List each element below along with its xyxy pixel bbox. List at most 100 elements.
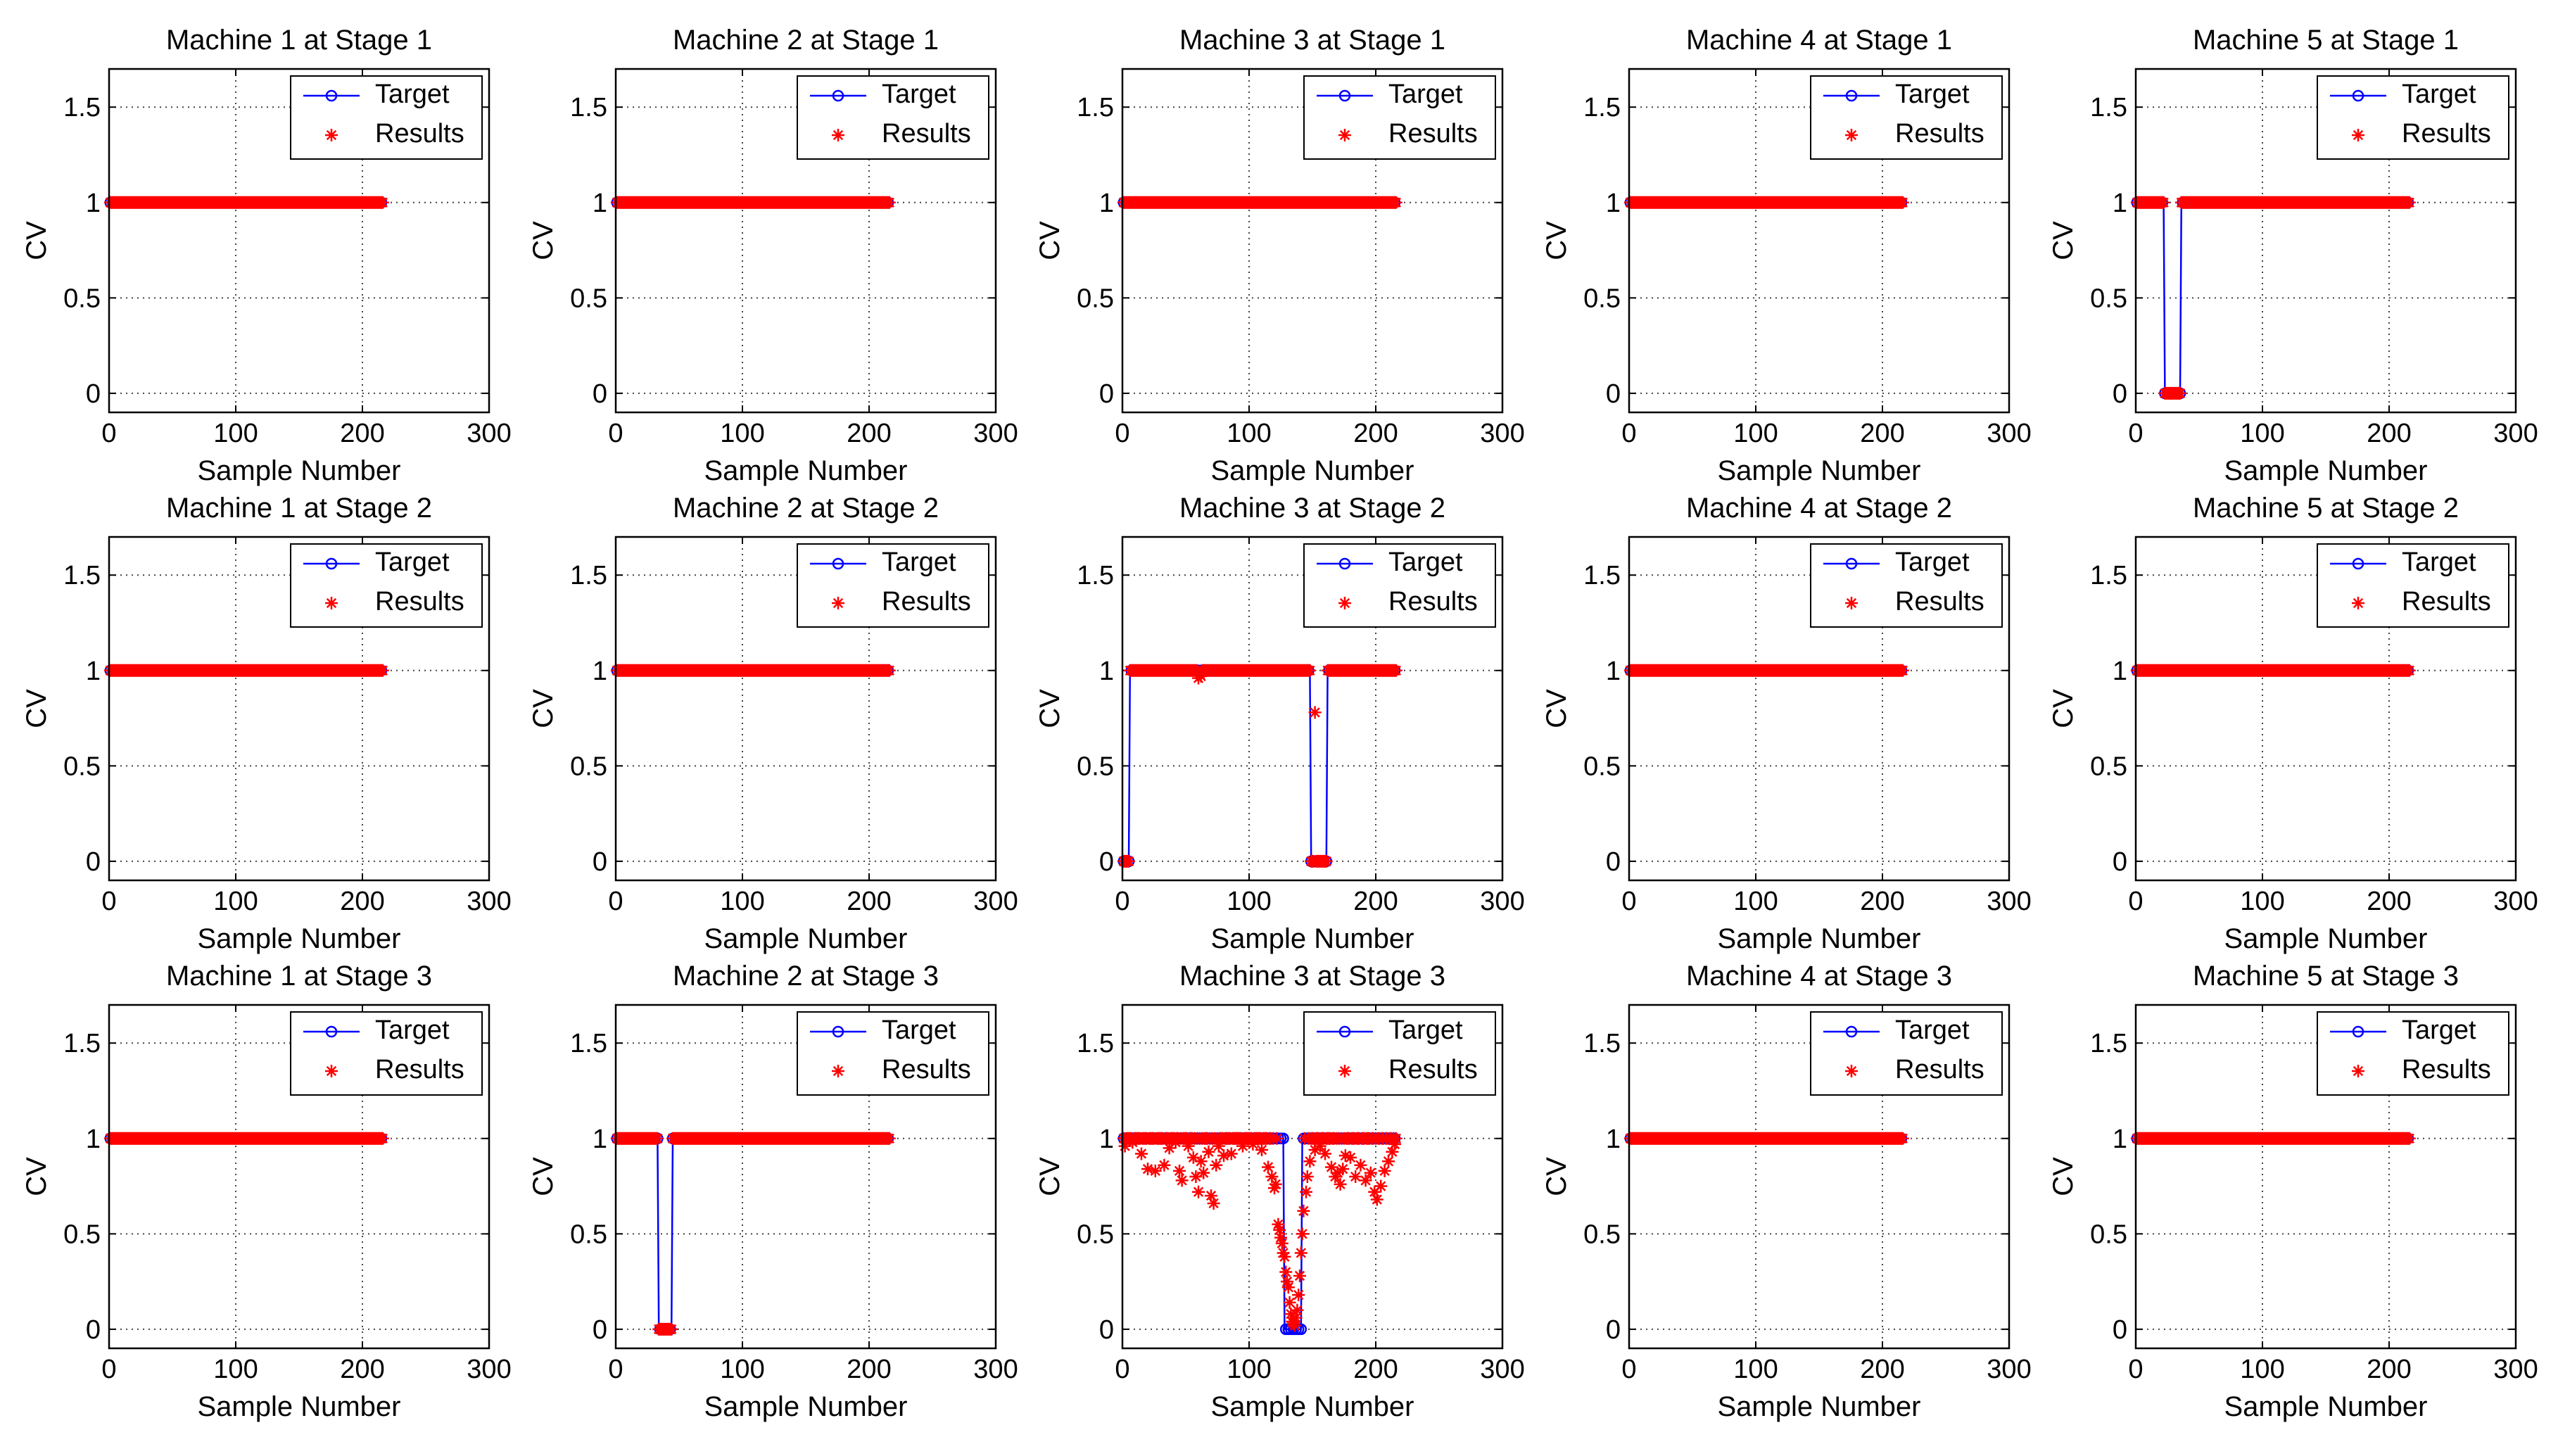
y-tick-label: 0.5 [570,752,607,781]
y-tick-label: 0.5 [63,284,101,313]
x-tick-label: 200 [1353,887,1398,916]
x-axis-label: Sample Number [197,1391,400,1422]
result-point [1281,1281,1295,1294]
result-point [1182,1139,1195,1153]
x-tick-label: 100 [213,419,258,448]
result-point [1194,1155,1208,1168]
x-tick-label: 100 [1227,887,1271,916]
legend-target-label: Target [882,1015,956,1045]
axes-box [1121,1004,1504,1350]
legend-results-marker [832,129,844,141]
x-tick-label: 100 [2240,419,2284,448]
result-point [1265,1170,1279,1183]
x-tick-label: 0 [101,419,116,448]
legend-box [2317,75,2509,160]
legend-results-marker [325,1065,338,1077]
results-markers [1117,664,1403,868]
result-point [1300,1170,1314,1183]
y-tick-label: 1 [2113,657,2127,686]
legend-results-marker [2352,597,2364,609]
results-markers [1623,1132,1909,1145]
x-tick-label: 0 [2128,887,2143,916]
axes-box [108,536,490,882]
x-tick-label: 100 [1733,1355,1778,1384]
result-point [1210,1158,1223,1172]
legend-target-label: Target [2402,80,2476,109]
x-tick-label: 200 [847,419,891,448]
result-point [1896,664,1909,677]
result-point [1163,1141,1176,1155]
results-markers [610,196,896,209]
result-point [1308,1144,1322,1157]
result-point [1293,1269,1306,1282]
result-point [1141,1163,1154,1176]
y-tick-label: 1.5 [2090,93,2127,122]
subplot-title: Machine 5 at Stage 1 [2193,25,2459,56]
y-tick-label: 0 [1099,1315,1114,1345]
legend-box [290,75,483,160]
subplot-title: Machine 4 at Stage 1 [1686,25,1952,56]
axes-box [1121,68,1504,414]
result-point [1186,1151,1200,1164]
x-axis-label: Sample Number [2224,455,2427,486]
legend-target-marker [325,89,338,102]
legend-box [1303,543,1496,628]
y-tick-label: 0.5 [570,284,607,313]
result-point [1896,196,1909,209]
result-point [1173,1164,1186,1177]
result-point [1272,1217,1285,1231]
result-point [1349,1170,1362,1183]
y-tick-label: 1.5 [1077,93,1114,122]
y-tick-label: 0.5 [63,1220,101,1249]
result-point [1284,1308,1298,1321]
result-point [1382,1155,1395,1168]
legend-target-marker [2352,557,2364,570]
result-point [1378,1164,1391,1177]
x-axis-label: Sample Number [704,455,907,486]
legend-box [797,75,989,160]
x-tick-label: 0 [2128,419,2143,448]
result-point [1374,1179,1388,1193]
result-point [1175,1174,1189,1187]
results-markers [610,1132,896,1336]
axes-box [614,1004,997,1350]
y-tick-label: 1 [2113,189,2127,218]
results-markers [1623,196,1909,209]
x-tick-label: 300 [1480,419,1524,448]
result-point [1300,1185,1312,1198]
result-point [1291,1303,1304,1317]
y-tick-label: 1 [1606,1125,1621,1154]
result-point [1118,1139,1132,1153]
result-point [651,1132,664,1145]
y-tick-label: 1 [593,189,607,218]
y-tick-label: 1.5 [570,1029,607,1058]
x-tick-label: 0 [1621,1355,1636,1384]
result-point [1368,1185,1381,1198]
legend-box [1810,75,2003,160]
x-tick-label: 300 [1987,419,2031,448]
x-tick-label: 200 [2367,887,2411,916]
result-point [1278,1250,1291,1263]
y-tick-label: 1 [1606,657,1621,686]
result-point [1389,196,1403,209]
legend-box [1303,75,1496,160]
x-tick-label: 0 [1621,419,1636,448]
results-markers [103,664,389,677]
legend-target-marker [832,89,844,102]
legend-target-label: Target [2402,547,2476,577]
result-point [2402,196,2416,209]
legend-target-label: Target [375,80,450,109]
x-tick-label: 300 [467,1355,511,1384]
x-tick-label: 300 [973,419,1018,448]
y-tick-label: 0 [1606,847,1621,877]
x-axis-label: Sample Number [1210,923,1414,954]
result-point [1288,1319,1301,1332]
